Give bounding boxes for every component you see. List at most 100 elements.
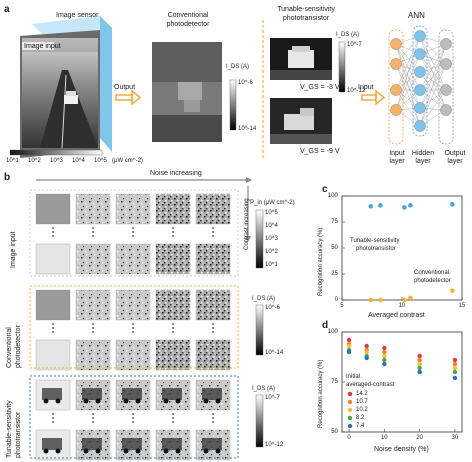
- ann-connection: [395, 35, 421, 65]
- car-silhouette: [82, 388, 102, 400]
- input-layer-2: layer: [389, 158, 405, 165]
- ids-bot-1: 10^-14: [238, 126, 257, 132]
- ellipsis-dot: [92, 327, 94, 329]
- ellipsis-dot: [172, 421, 174, 423]
- pin-label: P_in (μW cm^-2): [250, 200, 295, 206]
- tun-title-1: Tunable-sensitivity: [277, 6, 335, 13]
- tun-colorbar: [338, 41, 346, 93]
- ann-connection: [419, 43, 447, 127]
- pin-tick-3: 10^3: [265, 236, 278, 242]
- chart-d-xtick-label: 10: [380, 435, 388, 441]
- car-wheel: [175, 398, 181, 404]
- row-label-conv-2: photodetector: [15, 325, 22, 368]
- ann-node: [440, 38, 452, 50]
- ann-node: [440, 84, 452, 96]
- car-wheel: [135, 398, 141, 404]
- ann-connection: [419, 35, 447, 65]
- chart-d-marks: [342, 331, 458, 433]
- ellipsis-dot: [172, 231, 174, 233]
- ellipsis-dot: [212, 227, 214, 229]
- ann-node: [390, 58, 402, 70]
- chart-c-xtick-label: 5: [340, 303, 344, 309]
- chart-d-point: [417, 357, 422, 363]
- ellipsis-dot: [132, 227, 134, 229]
- ellipsis-dot: [92, 417, 94, 419]
- ellipsis-dot: [132, 413, 134, 415]
- pin-tick-2: 10^4: [265, 223, 278, 229]
- chart-d-ytick-label: 75: [331, 379, 338, 385]
- row-label-tun-1: Tunable-sensitivity: [6, 400, 13, 458]
- chart-d-xtick-label: 20: [416, 435, 423, 441]
- chart-d-point: [382, 353, 387, 359]
- pin-tick-4: 10^2: [265, 249, 278, 255]
- ellipsis-dot: [92, 231, 94, 233]
- car-wheel: [55, 448, 61, 454]
- image-sensor-cube: [20, 16, 112, 158]
- chart-c-point-conventional: [408, 295, 413, 301]
- ann-connection: [395, 43, 421, 127]
- ellipsis-dot: [132, 417, 134, 419]
- scale-tick-5: 10^5: [94, 158, 107, 164]
- scale-tick-4: 10^4: [72, 158, 85, 164]
- ellipsis-dot: [92, 331, 94, 333]
- ann-connection: [395, 35, 421, 111]
- ellipsis-dot: [172, 413, 174, 415]
- noisy-image-tile: [115, 243, 151, 275]
- ann-connection: [395, 53, 421, 91]
- car-wheel: [163, 448, 169, 454]
- panel-label-d: d: [322, 320, 329, 331]
- noisy-image-tile: [75, 339, 111, 371]
- ellipsis-dot: [92, 413, 94, 415]
- chart-d-ytick-label: 100: [327, 329, 338, 335]
- ellipsis-dot: [172, 417, 174, 419]
- ellipsis-dot: [52, 235, 54, 237]
- noisy-image-tile: [35, 339, 71, 371]
- chart-c-point-tunable: [408, 203, 413, 208]
- chart-d-legend-label: 10.2: [356, 407, 368, 413]
- chart-c-point-conventional: [378, 297, 383, 303]
- car-silhouette: [162, 438, 182, 450]
- ids-colorbar-b1: [255, 304, 264, 356]
- chart-d-point: [346, 343, 352, 349]
- ellipsis-dot: [172, 331, 174, 333]
- chart-c-anno-conv-1: Conventional: [414, 270, 450, 276]
- chart-d-point: [346, 337, 352, 343]
- car-silhouette: [42, 438, 62, 450]
- chart-c-point-tunable: [450, 202, 455, 207]
- chart-c-point-tunable: [368, 204, 374, 209]
- car-wheel: [135, 448, 141, 454]
- car-wheel: [203, 398, 209, 404]
- ids-bot-2: 10^-12: [347, 88, 366, 94]
- pin-tick-5: 10^1: [265, 262, 278, 268]
- chart-c-xtick-label: 10: [398, 303, 406, 309]
- noisy-image-tile: [155, 193, 191, 225]
- input-label: Input: [358, 84, 374, 91]
- chart-d-ytick-label: 50: [331, 429, 338, 435]
- ellipsis-dot: [132, 331, 134, 333]
- car-wheel: [43, 398, 49, 404]
- box-image-input: [29, 189, 239, 277]
- output-label: Output: [114, 84, 136, 91]
- legend-title-1: Initial: [346, 374, 361, 380]
- chart-d-point: [417, 353, 422, 359]
- ellipsis-dot: [92, 421, 94, 423]
- row-label-conv-1: Conventional: [6, 327, 13, 368]
- car-silhouette: [202, 438, 222, 450]
- ids-label-1: I_DS (A): [226, 64, 250, 70]
- chart-d-xtick-label: 30: [451, 435, 459, 441]
- ann-connection: [395, 63, 421, 127]
- pin-tick-1: 10^5: [265, 210, 278, 216]
- ids-colorbar-b2: [255, 394, 264, 448]
- input-arrow: [361, 89, 386, 106]
- chart-c-point-conventional: [402, 297, 407, 303]
- image-input-label: Image input: [24, 43, 61, 50]
- car-wheel: [83, 448, 89, 454]
- car-silhouette: [122, 388, 142, 400]
- row-label-image-input: Image input: [10, 231, 17, 268]
- ellipsis-dot: [52, 413, 54, 415]
- ann-node: [414, 66, 426, 78]
- ellipsis-dot: [92, 235, 94, 237]
- chart-c-point-tunable: [402, 205, 407, 210]
- ann-connection: [395, 35, 421, 91]
- chart-d-point: [364, 349, 369, 355]
